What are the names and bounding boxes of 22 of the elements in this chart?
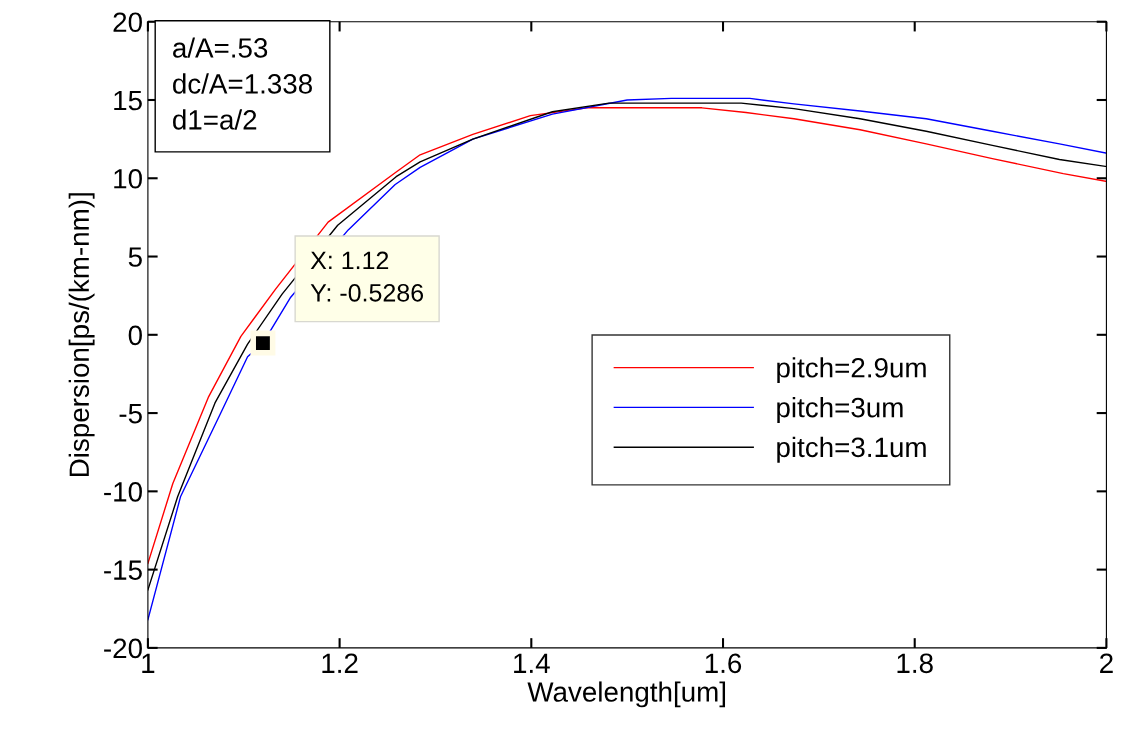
y-tick-label: 15 xyxy=(114,90,142,111)
x-tick-label: 2 xyxy=(1100,653,1113,673)
y-tick-label: 10 xyxy=(114,168,142,189)
y-tick-label: -5 xyxy=(119,404,142,424)
y-tick-label: 0 xyxy=(128,325,142,346)
y-axis-title: Dispersion[ps/(km-nm)] xyxy=(68,193,95,477)
legend-label: pitch=3um xyxy=(777,397,903,423)
y-tick-label: -10 xyxy=(104,482,142,502)
y-tick-label: 5 xyxy=(128,247,142,267)
x-tick-label: 1.8 xyxy=(897,653,933,674)
legend-label: pitch=3.1um xyxy=(777,436,926,463)
x-tick-label: 1 xyxy=(142,653,155,673)
y-tick-label: -15 xyxy=(104,560,142,580)
y-tick-label: -20 xyxy=(104,638,142,659)
x-axis-title: Wavelength[um] xyxy=(527,681,726,708)
x-tick-label: 1.6 xyxy=(705,653,742,674)
legend-label: pitch=2.9um xyxy=(777,357,926,384)
y-tick-label: 20 xyxy=(113,12,142,33)
annotation: a/A=.53 dc/A=1.338 d1=a/2 xyxy=(173,37,312,130)
x-tick-label: 1.4 xyxy=(514,653,550,673)
x-tick-label: 1.2 xyxy=(322,653,358,673)
annotation: X: 1.12 Y: -0.5286 xyxy=(310,251,424,302)
